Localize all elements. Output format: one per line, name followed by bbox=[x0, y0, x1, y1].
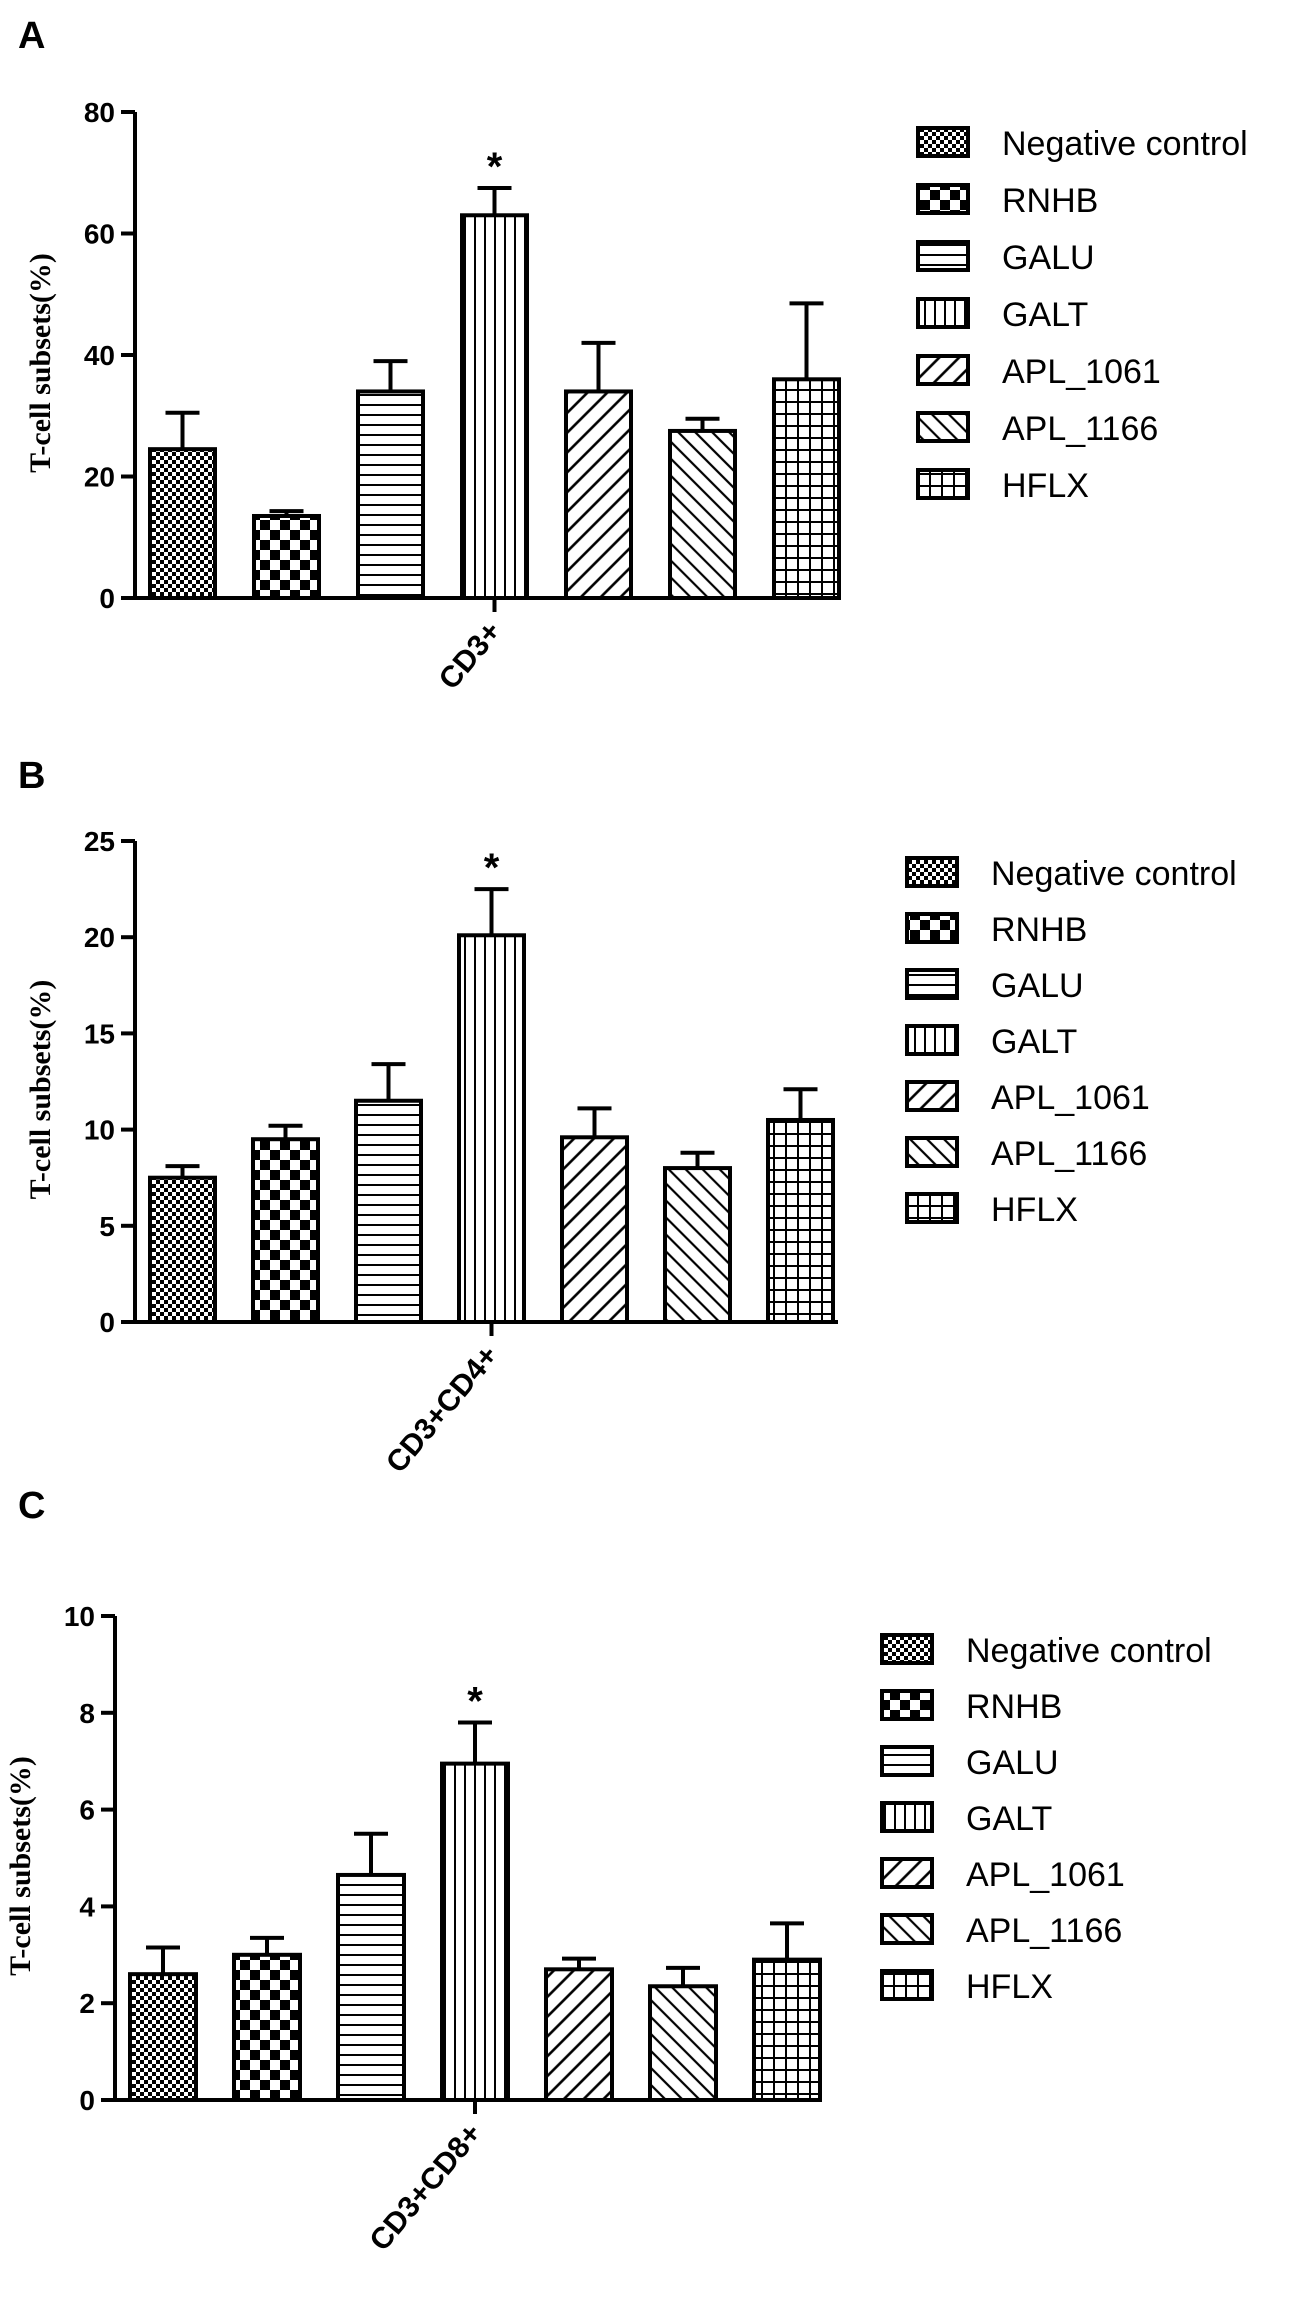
y-tick-label: 40 bbox=[84, 340, 115, 371]
legend-swatch bbox=[880, 1969, 934, 2001]
y-tick-label: 4 bbox=[79, 1891, 95, 1922]
bar-negative-control bbox=[148, 447, 217, 600]
legend-label: GALT bbox=[991, 1023, 1077, 1061]
legend-label: RNHB bbox=[991, 911, 1087, 949]
y-axis-title: T-cell subsets(%) bbox=[24, 253, 57, 473]
bar-rnhb bbox=[252, 513, 321, 600]
legend-label: APL_1061 bbox=[991, 1079, 1150, 1117]
legend-swatch bbox=[905, 1024, 959, 1056]
legend-label: APL_1166 bbox=[1002, 410, 1158, 448]
legend-swatch bbox=[905, 1080, 959, 1112]
legend-swatch bbox=[905, 856, 959, 888]
legend-swatch bbox=[880, 1745, 934, 1777]
y-tick-label: 60 bbox=[84, 219, 115, 250]
panel-label: B bbox=[18, 755, 45, 797]
legend-swatch bbox=[916, 468, 970, 500]
legend-swatch bbox=[880, 1857, 934, 1889]
legend-label: GALU bbox=[966, 1744, 1059, 1782]
y-tick-label: 6 bbox=[79, 1795, 95, 1826]
panel-c: C T-cell subsets(%) 0 2 4 6 8 10 * CD3+CD8+ Negati… bbox=[4, 1485, 1212, 2257]
category-label: CD3+ bbox=[433, 615, 508, 696]
legend-label: APL_1061 bbox=[1002, 353, 1161, 391]
y-tick-label: 8 bbox=[79, 1698, 95, 1729]
legend-swatch bbox=[916, 240, 970, 272]
legend-swatch bbox=[880, 1689, 934, 1721]
y-tick-label: 10 bbox=[64, 1601, 95, 1632]
bar-galt bbox=[457, 933, 526, 1324]
bar-apl-1061 bbox=[544, 1967, 614, 2102]
legend-label: RNHB bbox=[1002, 182, 1098, 220]
bar-negative-control bbox=[128, 1972, 198, 2103]
bar-galt bbox=[460, 213, 529, 600]
bar-rnhb bbox=[251, 1137, 320, 1324]
significance-marker: * bbox=[487, 145, 503, 189]
y-axis-title: T-cell subsets(%) bbox=[4, 1756, 37, 1976]
legend-swatch bbox=[916, 411, 970, 443]
legend-label: Negative control bbox=[966, 1632, 1212, 1670]
y-tick-label: 15 bbox=[84, 1018, 115, 1049]
legend-label: APL_1166 bbox=[991, 1135, 1147, 1173]
legend-swatch bbox=[905, 1136, 959, 1168]
legend-swatch bbox=[916, 354, 970, 386]
bar-galu bbox=[354, 1098, 423, 1324]
y-tick-label: 20 bbox=[84, 922, 115, 953]
bar-galu bbox=[356, 389, 425, 601]
legend-label: HFLX bbox=[991, 1191, 1078, 1229]
legend-label: Negative control bbox=[1002, 125, 1248, 163]
panel-b: B T-cell subsets(%) 0 5 10 15 20 25 * CD3+CD4+ Neg… bbox=[18, 755, 1237, 1479]
legend-label: HFLX bbox=[1002, 467, 1089, 505]
legend-swatch bbox=[880, 1801, 934, 1833]
legend-label: GALT bbox=[1002, 296, 1088, 334]
legend-swatch bbox=[916, 297, 970, 329]
bar-apl-1166 bbox=[668, 428, 737, 600]
legend-label: GALU bbox=[991, 967, 1084, 1005]
category-label: CD3+CD8+ bbox=[363, 2117, 488, 2257]
y-axis-title: T-cell subsets(%) bbox=[24, 980, 57, 1200]
legend-label: Negative control bbox=[991, 855, 1237, 893]
legend-swatch bbox=[905, 912, 959, 944]
legend-swatch bbox=[905, 968, 959, 1000]
y-tick-label: 10 bbox=[84, 1115, 115, 1146]
bar-rnhb bbox=[232, 1952, 302, 2103]
panel-a: A T-cell subsets(%) 0 20 40 60 80 * CD3+ Negative… bbox=[18, 15, 1248, 696]
legend-label: APL_1166 bbox=[966, 1912, 1122, 1950]
significance-marker: * bbox=[467, 1679, 483, 1723]
bar-negative-control bbox=[148, 1175, 217, 1324]
bar-apl-1061 bbox=[564, 389, 633, 601]
panel-label: C bbox=[18, 1485, 45, 1527]
category-label: CD3+CD4+ bbox=[380, 1339, 505, 1479]
y-tick-label: 2 bbox=[79, 1988, 95, 2019]
bar-hflx bbox=[766, 1117, 835, 1324]
y-tick-label: 80 bbox=[84, 97, 115, 128]
legend: Negative control RNHB GALU GALT APL_1061 APL_… bbox=[880, 1632, 1212, 2006]
bar-galt bbox=[440, 1761, 510, 2102]
bar-apl-1061 bbox=[560, 1135, 629, 1325]
legend-swatch bbox=[880, 1913, 934, 1945]
bar-hflx bbox=[772, 377, 841, 600]
legend: Negative control RNHB GALU GALT APL_1061 APL_… bbox=[905, 855, 1237, 1229]
y-tick-label: 20 bbox=[84, 462, 115, 493]
legend-swatch bbox=[916, 126, 970, 158]
y-tick-label: 0 bbox=[99, 1307, 115, 1338]
legend-swatch bbox=[905, 1192, 959, 1224]
bar-apl-1166 bbox=[663, 1166, 732, 1324]
y-tick-label: 0 bbox=[79, 2085, 95, 2116]
legend: Negative control RNHB GALU GALT APL_1061 APL_… bbox=[916, 125, 1248, 505]
legend-swatch bbox=[880, 1633, 934, 1665]
y-tick-label: 0 bbox=[99, 583, 115, 614]
legend-label: RNHB bbox=[966, 1688, 1062, 1726]
legend-label: GALT bbox=[966, 1800, 1052, 1838]
significance-marker: * bbox=[484, 846, 500, 890]
y-tick-label: 25 bbox=[84, 826, 115, 857]
legend-label: HFLX bbox=[966, 1968, 1053, 2006]
legend-label: GALU bbox=[1002, 239, 1095, 277]
y-tick-label: 5 bbox=[99, 1211, 115, 1242]
legend-label: APL_1061 bbox=[966, 1856, 1125, 1894]
bar-hflx bbox=[752, 1957, 822, 2103]
legend-swatch bbox=[916, 183, 970, 215]
bar-galu bbox=[336, 1872, 406, 2102]
panel-label: A bbox=[18, 15, 45, 57]
bar-apl-1166 bbox=[648, 1984, 718, 2103]
